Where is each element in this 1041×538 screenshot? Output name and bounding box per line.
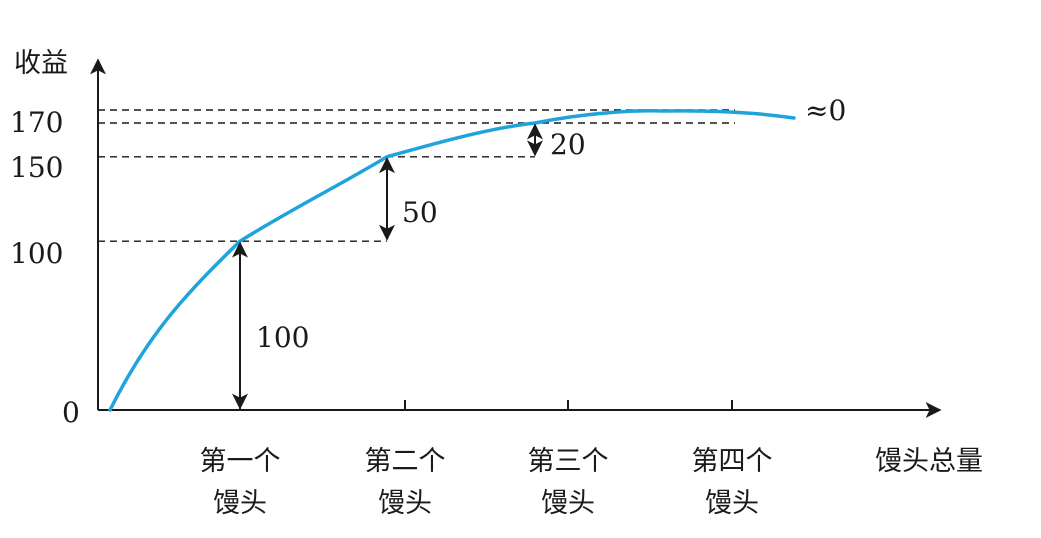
x-category-3-line2: 馒头 — [541, 488, 595, 519]
increment-label-approx-zero: ≈0 — [805, 94, 846, 127]
increment-label-20: 20 — [550, 128, 586, 161]
utility-curve — [108, 109, 796, 412]
y-tick-label-100: 100 — [10, 237, 63, 270]
y-tick-label-150: 150 — [10, 151, 63, 184]
x-category-4-line2: 馒头 — [705, 488, 759, 519]
y-tick-label-170: 170 — [10, 106, 63, 139]
x-category-4-line1: 第四个 — [692, 446, 773, 477]
x-category-2-line2: 馒头 — [378, 488, 432, 519]
x-axis-label: 馒头总量 — [875, 446, 983, 477]
increment-label-50: 50 — [402, 196, 438, 229]
y-axis-label: 收益 — [14, 48, 68, 79]
increment-label-100: 100 — [256, 321, 309, 354]
x-category-1-line2: 馒头 — [213, 488, 267, 519]
x-category-1-line1: 第一个 — [200, 446, 281, 477]
chart-marks — [98, 109, 796, 412]
y-tick-label-0: 0 — [62, 396, 80, 429]
x-category-3-line1: 第三个 — [528, 446, 609, 477]
x-category-2-line1: 第二个 — [365, 446, 446, 477]
